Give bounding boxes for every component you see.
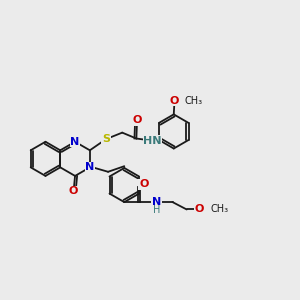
Text: CH₃: CH₃ — [185, 95, 203, 106]
Text: N: N — [152, 197, 161, 207]
Text: O: O — [170, 95, 179, 106]
Text: O: O — [139, 179, 148, 190]
Text: N: N — [85, 162, 94, 172]
Text: O: O — [132, 115, 142, 125]
Text: O: O — [69, 186, 78, 196]
Text: HN: HN — [143, 136, 162, 146]
Text: H: H — [153, 206, 160, 215]
Text: S: S — [102, 134, 110, 144]
Text: N: N — [70, 137, 80, 147]
Text: CH₃: CH₃ — [210, 205, 228, 214]
Text: O: O — [194, 205, 204, 214]
